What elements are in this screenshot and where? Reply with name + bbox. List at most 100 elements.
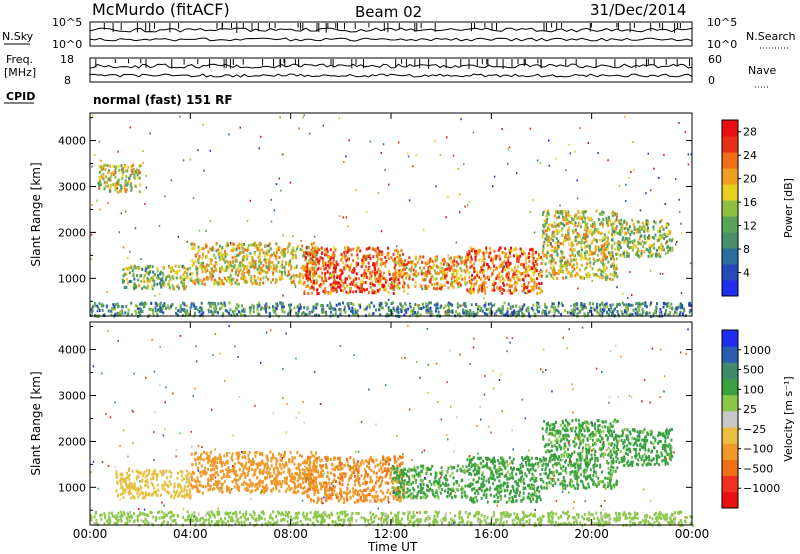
freq-strip: Freq. [MHz] 18 8 60 0 Nave CPID normal (… <box>4 53 776 107</box>
velocity-echo-cell <box>603 520 606 524</box>
velocity-echo-cell <box>551 512 554 516</box>
power-echo-cell <box>452 268 455 272</box>
power-echo-cell <box>618 219 621 223</box>
power-echo-cell <box>137 278 140 282</box>
power-echo-cell <box>316 248 319 252</box>
power-echo-cell <box>462 311 465 315</box>
velocity-echo-cell <box>297 511 300 515</box>
power-echo-cell <box>411 277 414 281</box>
power-echo-cell <box>332 283 335 287</box>
power-echo-cell <box>610 265 613 269</box>
power-echo-cell <box>501 305 504 309</box>
velocity-echo-cell <box>210 510 213 514</box>
power-echo-cell <box>198 310 201 314</box>
power-scatter-cell <box>467 314 470 317</box>
power-echo-cell <box>266 253 269 256</box>
power-echo-cell <box>490 258 493 262</box>
power-echo-cell <box>636 230 639 234</box>
power-echo-cell <box>365 288 368 291</box>
power-echo-cell <box>312 255 315 258</box>
velocity-echo-cell <box>516 513 519 517</box>
velocity-echo-cell <box>171 519 174 523</box>
power-echo-cell <box>556 309 559 313</box>
power-echo-cell <box>593 221 596 225</box>
power-echo-cell <box>573 239 576 243</box>
power-echo-cell <box>176 313 179 317</box>
power-echo-cell <box>435 255 438 259</box>
power-echo-cell <box>311 266 314 270</box>
power-echo-cell <box>517 260 520 263</box>
power-echo-cell <box>414 303 417 306</box>
power-echo-cell <box>598 268 601 272</box>
velocity-echo-cell <box>315 511 317 515</box>
power-echo-cell <box>290 275 293 279</box>
velocity-echo-cell <box>117 518 120 522</box>
power-echo-cell <box>159 307 162 311</box>
velocity-echo-cell <box>252 516 255 520</box>
velocity-echo-cell <box>250 515 253 519</box>
power-echo-cell <box>298 274 301 278</box>
power-echo-cell <box>651 244 654 248</box>
power-echo-cell <box>365 307 368 311</box>
power-echo-cell <box>281 310 284 314</box>
power-echo-cell <box>138 190 141 194</box>
power-echo-cell <box>636 313 639 317</box>
power-echo-cell <box>442 276 445 280</box>
power-echo-cell <box>672 313 675 317</box>
power-echo-cell <box>499 279 502 283</box>
power-echo-cell <box>240 260 243 264</box>
power-echo-cell <box>400 248 403 252</box>
power-echo-cell <box>540 270 543 274</box>
power-scatter-cell <box>170 179 173 182</box>
power-echo-cell <box>407 285 410 289</box>
power-echo-cell <box>341 261 344 265</box>
velocity-echo-cell <box>161 521 164 525</box>
power-echo-cell <box>606 242 608 246</box>
power-echo-cell <box>137 171 140 175</box>
power-echo-cell <box>551 302 554 306</box>
power-scatter-cell <box>574 150 576 153</box>
power-echo-cell <box>373 290 376 294</box>
power-echo-cell <box>383 271 385 275</box>
power-echo-cell <box>641 313 644 317</box>
power-echo-cell <box>612 261 615 265</box>
power-echo-cell <box>414 281 417 284</box>
power-echo-cell <box>554 306 556 310</box>
power-echo-cell <box>483 261 486 265</box>
power-echo-cell <box>542 242 545 246</box>
power-echo-cell <box>266 271 269 275</box>
power-echo-cell <box>581 255 583 258</box>
power-scatter-cell <box>179 264 181 267</box>
velocity-echo-cell <box>277 511 280 515</box>
power-echo-cell <box>478 287 481 291</box>
power-echo-cell <box>565 264 568 268</box>
power-echo-cell <box>398 281 401 285</box>
velocity-echo-cell <box>477 512 480 516</box>
power-echo-cell <box>511 268 513 272</box>
power-echo-cell <box>390 256 393 260</box>
power-echo-cell <box>552 224 555 228</box>
power-echo-cell <box>615 252 618 256</box>
power-echo-cell <box>439 287 442 291</box>
power-echo-cell <box>140 279 143 283</box>
power-echo-cell <box>256 248 259 252</box>
power-echo-cell <box>317 313 320 317</box>
power-echo-cell <box>538 286 541 290</box>
power-echo-cell <box>571 253 574 257</box>
velocity-echo-cell <box>533 514 536 518</box>
power-scatter-cell <box>577 287 579 290</box>
velocity-echo-cell <box>141 512 144 516</box>
power-echo-cell <box>377 279 380 283</box>
power-echo-cell <box>368 246 370 250</box>
power-echo-cell <box>439 306 442 310</box>
power-echo-cell <box>357 246 360 250</box>
power-echo-cell <box>434 309 437 313</box>
power-echo-cell <box>420 272 423 276</box>
power-echo-cell <box>151 284 154 288</box>
power-echo-cell <box>515 311 518 315</box>
velocity-echo-cell <box>309 518 312 522</box>
power-echo-cell <box>168 307 171 311</box>
power-echo-cell <box>625 308 628 312</box>
power-echo-cell <box>339 273 342 277</box>
velocity-echo-cell <box>496 518 499 522</box>
